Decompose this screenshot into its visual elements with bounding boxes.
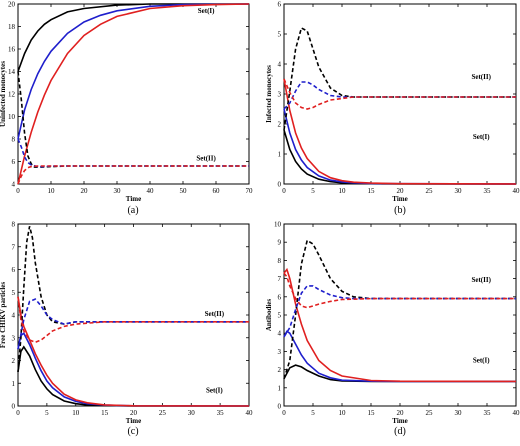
- y-tick-label: 8: [12, 221, 16, 229]
- x-tick-label: 40: [246, 409, 254, 417]
- y-tick-label: 3: [278, 91, 282, 99]
- x-tick-label: 10: [339, 409, 347, 417]
- y-tick-label: 5: [278, 31, 282, 39]
- panel-caption: (c): [127, 426, 138, 437]
- x-tick-label: 35: [217, 409, 225, 417]
- annotation-label: Set(I): [473, 356, 490, 364]
- chart-panel-3: 0 5 10 15 20 25 30 35 40 0 1 2 3 4 5 6 7 8 Time Free CHIKV …: [0, 221, 253, 438]
- y-tick-label: 0: [12, 403, 16, 411]
- x-tick-label: 10: [72, 409, 80, 417]
- x-tick-label: 15: [368, 409, 376, 417]
- y-tick-label: 4: [12, 181, 16, 189]
- y-tick-label: 7: [12, 243, 16, 251]
- x-tick-label: 70: [246, 187, 254, 195]
- y-tick-label: 5: [12, 289, 16, 297]
- y-tick-label: 6: [278, 293, 282, 301]
- y-tick-label: 8: [278, 257, 282, 265]
- y-tick-label: 8: [12, 136, 16, 144]
- x-tick-label: 25: [426, 409, 434, 417]
- annotation-label: Set(II): [471, 276, 491, 284]
- y-tick-label: 10: [274, 221, 282, 229]
- x-tick-label: 25: [426, 187, 434, 195]
- panel-caption: (a): [127, 205, 138, 216]
- x-axis-title: Time: [392, 417, 407, 425]
- x-tick-label: 35: [484, 187, 492, 195]
- x-tick-label: 0: [282, 187, 286, 195]
- y-tick-label: 4: [278, 61, 282, 69]
- x-tick-label: 40: [147, 187, 155, 195]
- plot-frame: [284, 224, 516, 406]
- y-axis-title: Free CHIKV particles: [0, 282, 7, 349]
- x-tick-label: 0: [16, 409, 20, 417]
- x-tick-label: 25: [159, 409, 167, 417]
- x-tick-label: 20: [397, 187, 405, 195]
- x-tick-label: 40: [513, 187, 520, 195]
- annotation-label: Set(II): [196, 154, 216, 162]
- x-tick-label: 30: [114, 187, 122, 195]
- x-tick-label: 30: [455, 409, 463, 417]
- x-tick-label: 60: [213, 187, 221, 195]
- y-tick-label: 7: [278, 275, 282, 283]
- panel-caption: (d): [394, 426, 406, 437]
- panel-caption: (b): [394, 205, 406, 216]
- y-tick-label: 18: [8, 23, 16, 31]
- y-tick-label: 16: [8, 46, 16, 54]
- y-tick-label: 20: [8, 1, 16, 9]
- y-tick-label: 2: [278, 121, 282, 129]
- y-tick-label: 12: [8, 91, 16, 99]
- y-axis-title: Antibodies: [265, 299, 273, 332]
- x-tick-label: 50: [180, 187, 188, 195]
- x-axis-title: Time: [392, 195, 407, 203]
- x-tick-label: 40: [513, 409, 520, 417]
- x-tick-label: 10: [339, 187, 347, 195]
- annotation-label: Set(I): [206, 386, 223, 394]
- y-tick-label: 5: [278, 312, 282, 320]
- y-tick-label: 4: [278, 330, 282, 338]
- x-tick-label: 35: [484, 409, 492, 417]
- y-tick-label: 1: [12, 380, 16, 388]
- x-tick-label: 30: [188, 409, 196, 417]
- x-tick-label: 5: [45, 409, 49, 417]
- y-tick-label: 1: [278, 151, 282, 159]
- x-tick-label: 20: [397, 409, 405, 417]
- y-tick-label: 6: [278, 1, 282, 9]
- y-tick-label: 1: [278, 384, 282, 392]
- x-tick-label: 0: [16, 187, 20, 195]
- x-tick-label: 20: [81, 187, 89, 195]
- chart-panel-4: 0 5 10 15 20 25 30 35 40 0 1 2 3 4 5 6 7 8 9 10 Time Antibodi…: [265, 221, 520, 438]
- annotation-label: Set(II): [205, 310, 225, 318]
- x-tick-label: 30: [455, 187, 463, 195]
- x-tick-label: 10: [48, 187, 56, 195]
- x-tick-label: 5: [311, 187, 315, 195]
- y-axis-title: Uninfected monocytes: [0, 61, 7, 127]
- plot-frame: [284, 4, 516, 184]
- y-tick-label: 3: [12, 334, 16, 342]
- y-tick-label: 6: [12, 158, 16, 166]
- x-axis-title: Time: [126, 417, 141, 425]
- y-tick-label: 4: [12, 312, 16, 320]
- y-axis-title: Infected monocytes: [265, 65, 273, 123]
- x-tick-label: 20: [130, 409, 138, 417]
- y-tick-label: 9: [278, 239, 282, 247]
- chart-panel-2: 0 5 10 15 20 25 30 35 40 0 1 2 3 4 5 6 Time Infected mono…: [265, 1, 520, 217]
- x-tick-label: 15: [101, 409, 109, 417]
- y-tick-label: 14: [8, 68, 16, 76]
- x-tick-label: 0: [282, 409, 286, 417]
- x-tick-label: 15: [368, 187, 376, 195]
- y-tick-label: 2: [278, 366, 282, 374]
- y-tick-label: 10: [8, 113, 16, 121]
- y-tick-label: 0: [278, 181, 282, 189]
- x-tick-label: 5: [311, 409, 315, 417]
- annotation-label: Set(I): [198, 7, 215, 15]
- annotation-label: Set(I): [473, 133, 490, 141]
- y-tick-label: 0: [278, 403, 282, 411]
- y-tick-label: 3: [278, 348, 282, 356]
- chart-panel-1: 0 10 20 30 40 50 60 70 4 6 8 10 12 14 16 18 20 Time Uninfe…: [0, 1, 253, 217]
- y-tick-label: 2: [12, 357, 16, 365]
- annotation-label: Set(II): [471, 73, 491, 81]
- y-tick-label: 6: [12, 266, 16, 274]
- x-axis-title: Time: [126, 195, 141, 203]
